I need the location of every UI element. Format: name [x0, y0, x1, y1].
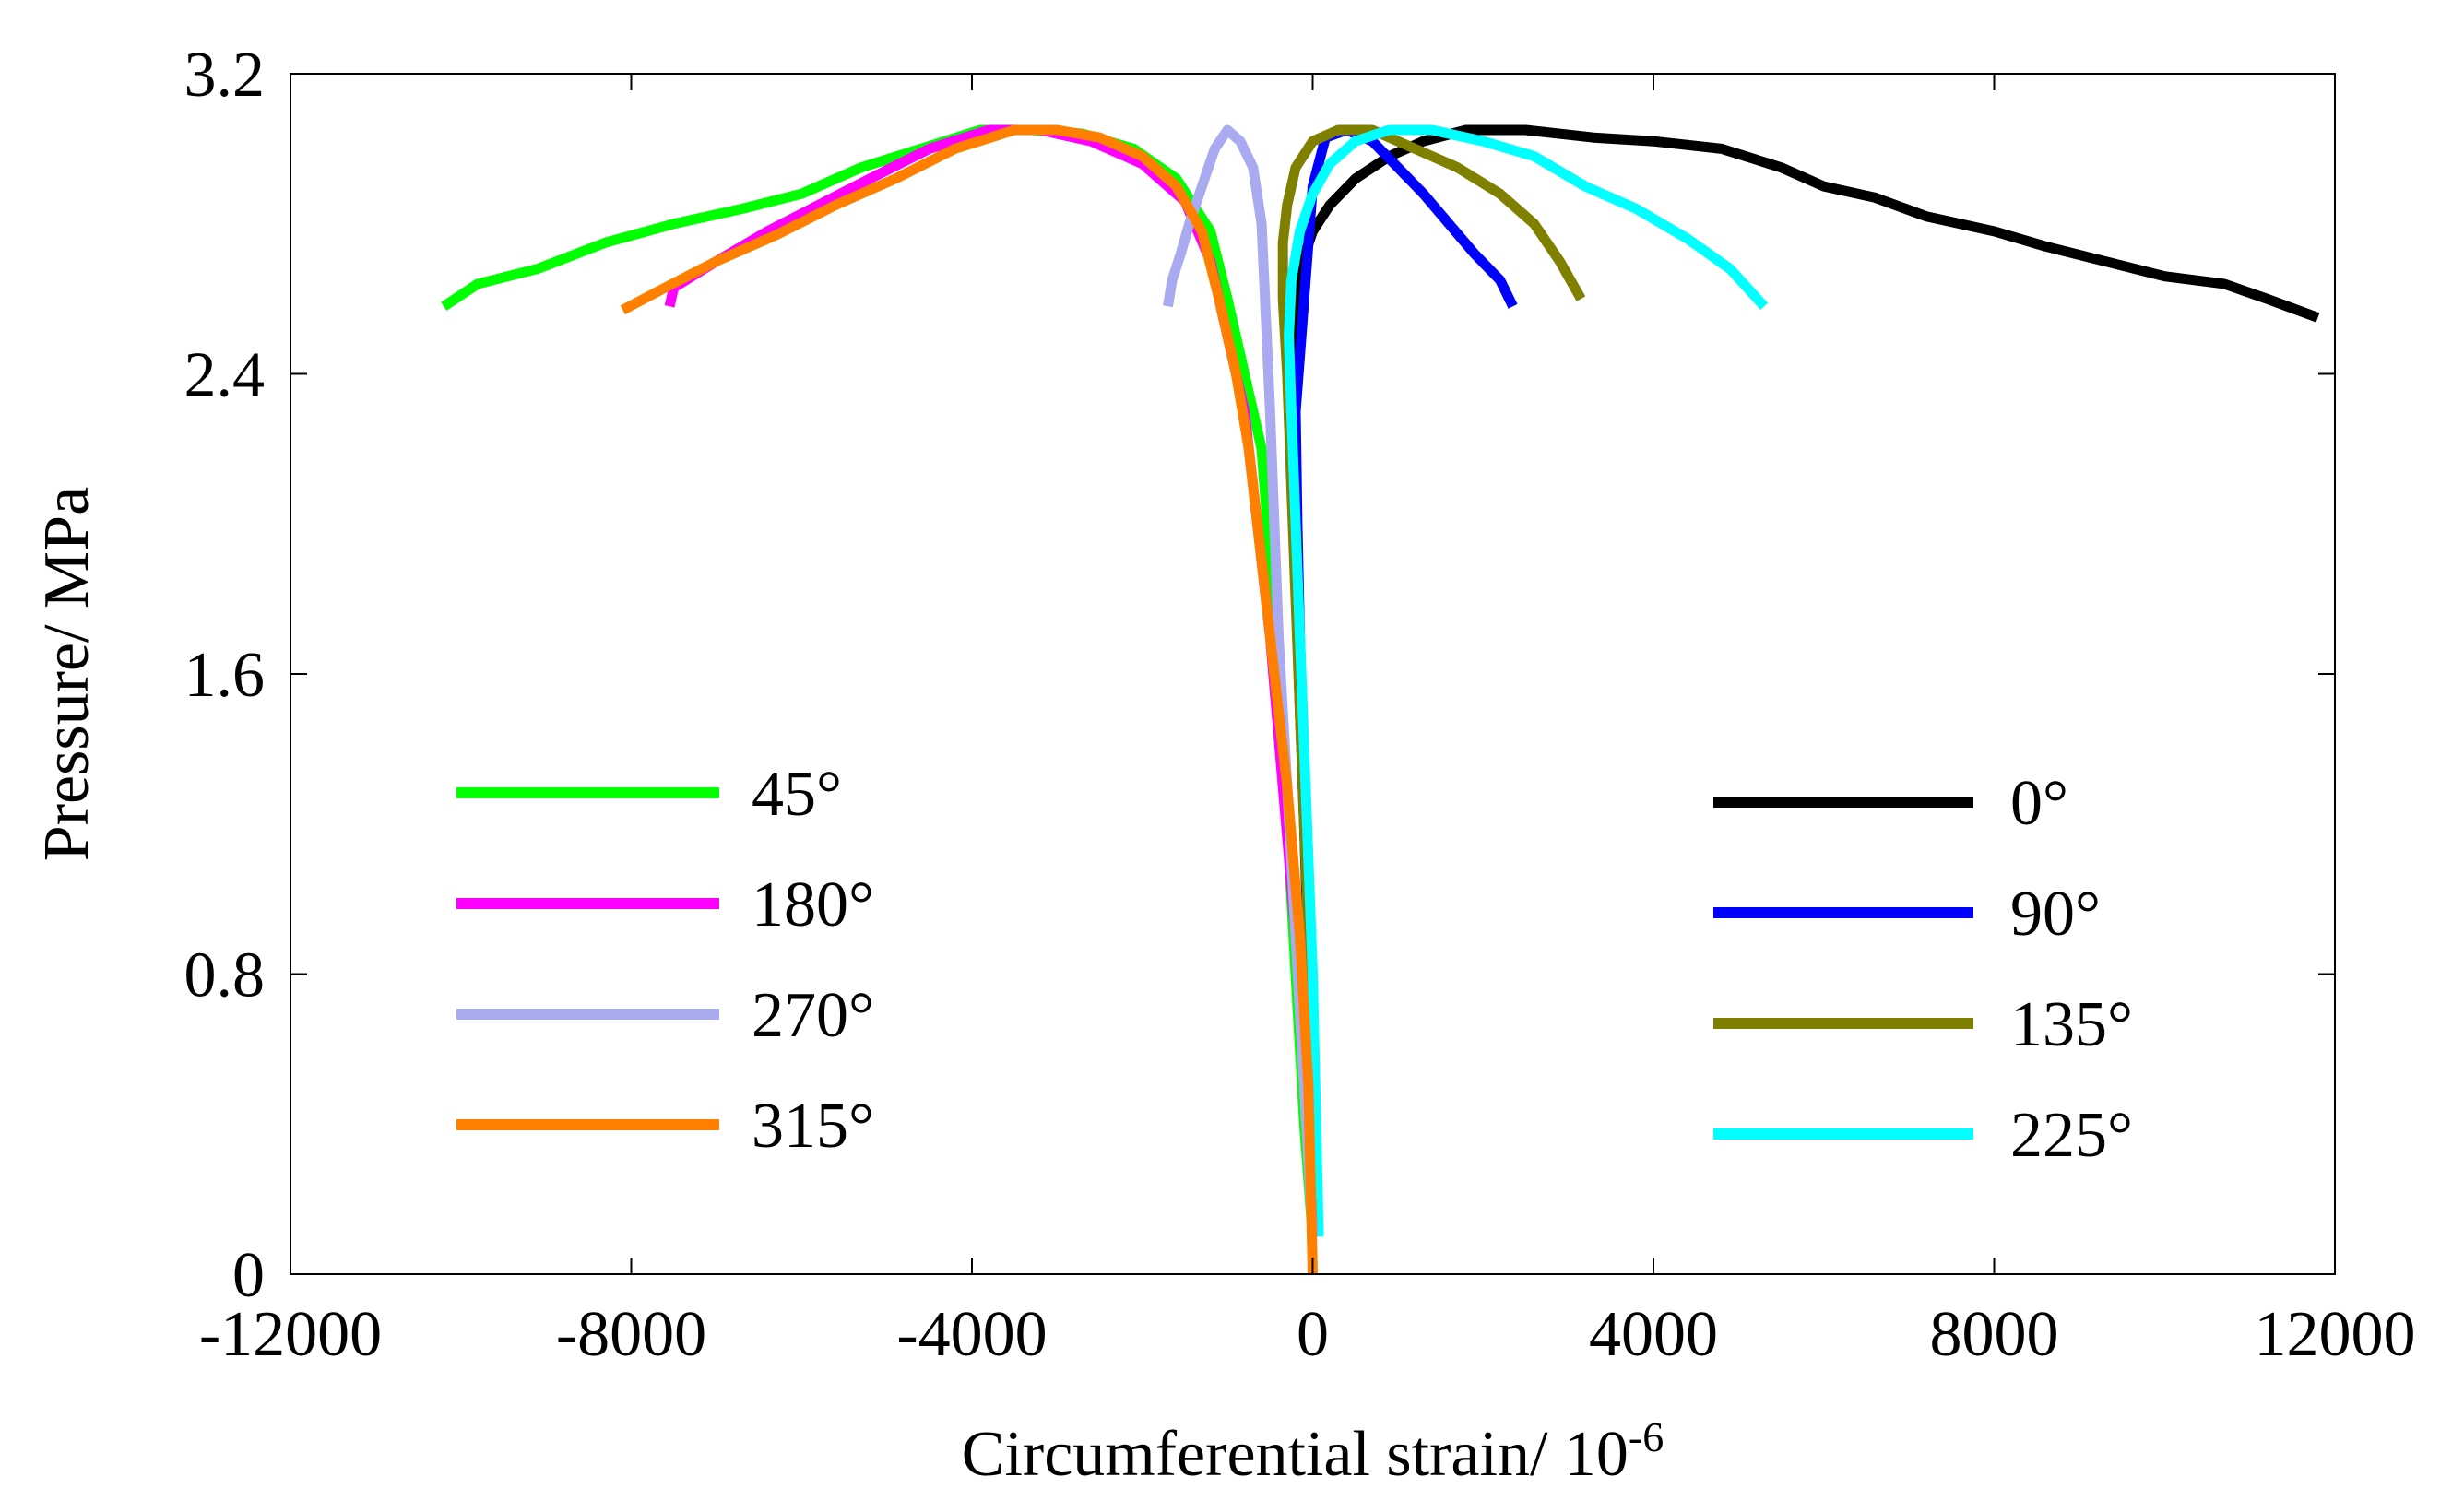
x-tick-label: -4000 — [896, 1299, 1047, 1370]
legend-label-315: 315° — [752, 1091, 874, 1162]
legend-label-270: 270° — [752, 980, 874, 1051]
x-tick-label: 12000 — [2255, 1299, 2416, 1370]
legend-label-90: 90° — [2010, 879, 2101, 950]
series-line-45 — [441, 124, 1318, 1237]
x-tick-label: 8000 — [1930, 1299, 2059, 1370]
legend-label-45: 45° — [752, 759, 842, 830]
x-tick-label: -12000 — [199, 1299, 382, 1370]
legend: 45° 180° 270° 315° 0° 90° 135° 225° — [456, 759, 2133, 1171]
y-tick-label: 3.2 — [184, 40, 266, 111]
y-tick-label: 0.8 — [184, 940, 266, 1011]
y-axis-title: Pressure/ MPa — [31, 487, 102, 861]
legend-label-135: 135° — [2010, 989, 2133, 1060]
series-line-0 — [1285, 124, 2320, 1237]
x-axis-title-main: Circumferential strain/ 10 — [962, 1419, 1629, 1490]
legend-label-225: 225° — [2010, 1100, 2133, 1171]
series-layer — [441, 124, 2320, 1275]
series-line-315 — [620, 124, 1318, 1275]
x-axis-title: Circumferential strain/ 10-6 — [962, 1413, 1664, 1490]
axes-layer: -12000 -8000 -4000 0 4000 8000 12000 0 0.8 1.6 2.4… — [184, 40, 2416, 1370]
y-tick-label: 1.6 — [184, 640, 266, 711]
legend-label-0: 0° — [2010, 768, 2068, 839]
series-line-135 — [1277, 124, 1586, 1237]
y-tick-label: 0 — [232, 1240, 265, 1311]
x-tick-label: 0 — [1297, 1299, 1329, 1370]
series-line-90 — [1290, 124, 1518, 1199]
y-tick-label: 2.4 — [184, 340, 266, 411]
x-axis-title-exponent: -6 — [1629, 1413, 1664, 1460]
series-line-225 — [1284, 124, 1769, 1237]
x-tick-label: 4000 — [1589, 1299, 1718, 1370]
x-tick-label: -8000 — [556, 1299, 706, 1370]
legend-label-180: 180° — [752, 869, 874, 940]
